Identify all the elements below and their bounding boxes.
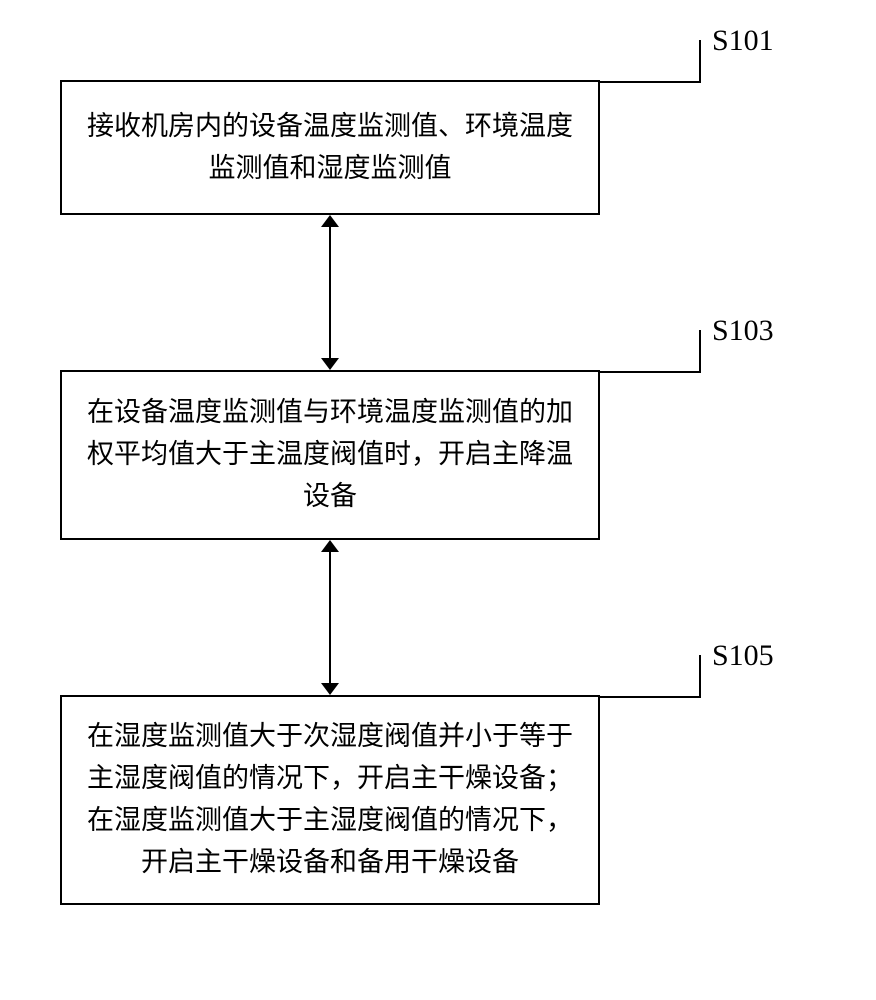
diagram-canvas: 接收机房内的设备温度监测值、环境温度监测值和湿度监测值S101在设备温度监测值与… bbox=[0, 0, 876, 1000]
connector-arrow bbox=[0, 0, 876, 1000]
